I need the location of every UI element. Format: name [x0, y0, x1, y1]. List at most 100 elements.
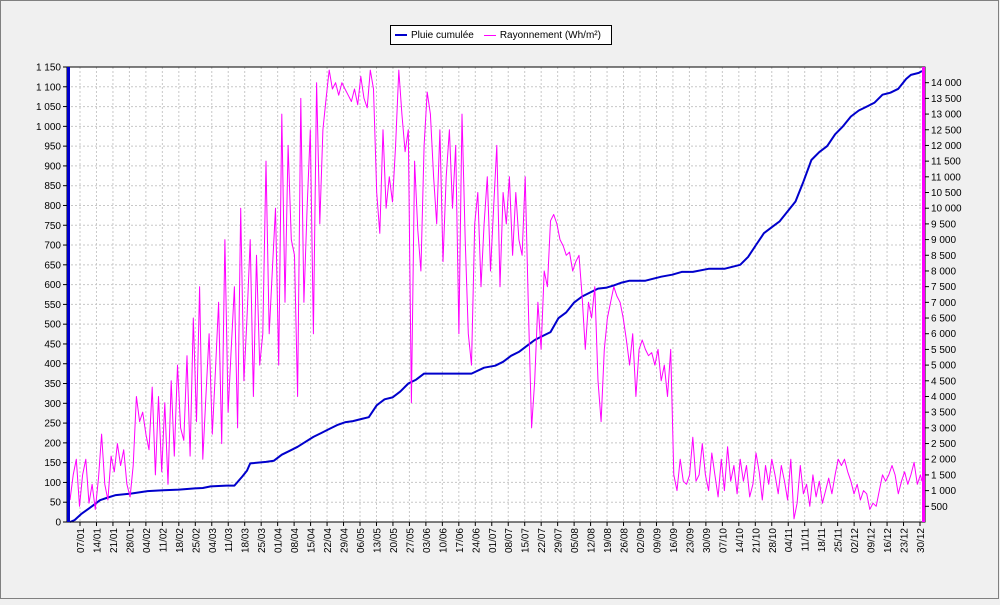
x-tick-label: 26/08	[620, 528, 631, 553]
x-tick-label: 17/06	[455, 528, 466, 553]
x-tick-label: 10/06	[438, 528, 449, 553]
legend-swatch-rayonnement	[483, 34, 496, 36]
right-tick-label: 3 000	[931, 423, 956, 434]
x-tick-label: 15/07	[521, 528, 532, 553]
right-tick-label: 12 500	[931, 125, 962, 136]
x-tick-label: 30/09	[702, 528, 713, 553]
left-tick-label: 0	[55, 518, 61, 529]
right-tick-label: 9 500	[931, 219, 956, 230]
x-tick-label: 11/11	[801, 528, 812, 552]
x-tick-label: 27/05	[405, 528, 416, 553]
right-tick-label: 6 000	[931, 329, 956, 340]
left-tick-label: 400	[44, 359, 61, 370]
right-tick-label: 6 500	[931, 314, 956, 325]
right-tick-label: 8 000	[931, 266, 956, 277]
legend-label-pluie: Pluie cumulée	[411, 29, 474, 41]
x-tick-label: 13/05	[372, 528, 383, 553]
right-tick-label: 500	[931, 502, 948, 513]
left-tick-label: 1 050	[36, 102, 61, 113]
right-tick-label: 11 000	[931, 172, 961, 183]
x-tick-label: 25/02	[191, 528, 202, 553]
x-tick-label: 29/07	[554, 528, 565, 553]
x-tick-label: 07/10	[718, 528, 729, 553]
legend-item-pluie: Pluie cumulée	[395, 30, 474, 41]
x-tick-label: 04/11	[784, 528, 795, 553]
left-tick-label: 100	[44, 478, 61, 489]
x-tick-label: 09/09	[652, 528, 663, 553]
x-tick-label: 20/05	[389, 528, 400, 553]
x-tick-label: 02/09	[636, 528, 647, 553]
left-tick-label: 800	[44, 201, 61, 212]
right-tick-label: 1 500	[931, 470, 956, 481]
x-tick-label: 21/10	[751, 528, 762, 553]
right-tick-label: 2 500	[931, 439, 956, 450]
x-tick-label: 15/04	[307, 528, 318, 553]
x-tick-label: 06/05	[356, 528, 367, 553]
x-tick-label: 07/01	[76, 528, 87, 553]
right-tick-label: 9 000	[931, 235, 956, 246]
plot-area	[67, 67, 925, 522]
legend: Pluie cumulée Rayonnement (Wh/m²)	[390, 25, 612, 45]
x-tick-label: 02/12	[850, 528, 861, 553]
legend-label-rayonnement: Rayonnement (Wh/m²)	[499, 29, 601, 41]
x-tick-label: 16/12	[883, 528, 894, 553]
left-tick-label: 550	[44, 300, 61, 311]
right-tick-label: 3 500	[931, 408, 956, 419]
right-tick-label: 10 500	[931, 188, 962, 199]
x-tick-label: 18/02	[175, 528, 186, 553]
left-tick-label: 900	[44, 161, 61, 172]
x-tick-label: 18/11	[817, 528, 828, 553]
x-tick-label: 22/04	[323, 528, 334, 553]
left-tick-label: 850	[44, 181, 61, 192]
x-tick-label: 16/09	[669, 528, 680, 553]
right-tick-label: 2 000	[931, 455, 956, 466]
x-tick-label: 11/02	[158, 528, 169, 553]
left-tick-label: 1 000	[36, 122, 61, 133]
left-tick-label: 600	[44, 280, 61, 291]
right-tick-label: 11 500	[931, 157, 961, 168]
left-tick-label: 150	[44, 458, 61, 469]
series-line-pluie	[69, 70, 923, 523]
x-tick-label: 23/09	[685, 528, 696, 553]
x-tick-label: 08/04	[290, 528, 301, 553]
x-tick-label: 04/03	[208, 528, 219, 553]
left-tick-label: 200	[44, 438, 61, 449]
axes: 0 50 100 150 200 250 300 350 400 450 500 550 600 650 7…	[36, 63, 962, 554]
x-tick-label: 22/07	[537, 528, 548, 553]
right-tick-label: 14 000	[931, 78, 962, 89]
x-tick-label: 30/12	[916, 528, 927, 553]
right-tick-label: 4 000	[931, 392, 956, 403]
x-tick-label: 11/03	[224, 528, 235, 553]
x-tick-label: 12/08	[587, 528, 598, 553]
left-tick-label: 450	[44, 339, 61, 350]
right-tick-label: 5 500	[931, 345, 956, 356]
series-line-rayonnement	[69, 69, 923, 520]
right-tick-label: 4 500	[931, 376, 956, 387]
right-tick-label: 7 000	[931, 298, 956, 309]
x-tick-label: 19/08	[603, 528, 614, 553]
x-tick-label: 21/01	[109, 528, 120, 553]
left-tick-label: 950	[44, 142, 61, 153]
right-tick-label: 5 000	[931, 361, 956, 372]
left-tick-label: 350	[44, 379, 61, 390]
left-tick-label: 1 100	[36, 82, 61, 93]
left-tick-label: 700	[44, 241, 61, 252]
right-tick-label: 10 000	[931, 204, 962, 215]
left-tick-label: 500	[44, 320, 61, 331]
series	[69, 69, 923, 523]
left-axis-bar	[67, 67, 70, 522]
left-tick-label: 50	[50, 498, 62, 509]
right-axis-bar	[922, 67, 925, 522]
x-tick-label: 09/12	[867, 528, 878, 553]
left-tick-label: 650	[44, 260, 61, 271]
x-tick-label: 01/07	[488, 528, 499, 553]
legend-swatch-pluie	[395, 34, 407, 36]
right-tick-label: 13 500	[931, 94, 962, 105]
x-tick-label: 29/04	[340, 528, 351, 553]
left-tick-label: 250	[44, 419, 61, 430]
x-tick-label: 25/03	[257, 528, 268, 553]
x-tick-label: 28/01	[125, 528, 136, 553]
x-tick-label: 23/12	[900, 528, 911, 553]
x-tick-label: 04/02	[142, 528, 153, 553]
